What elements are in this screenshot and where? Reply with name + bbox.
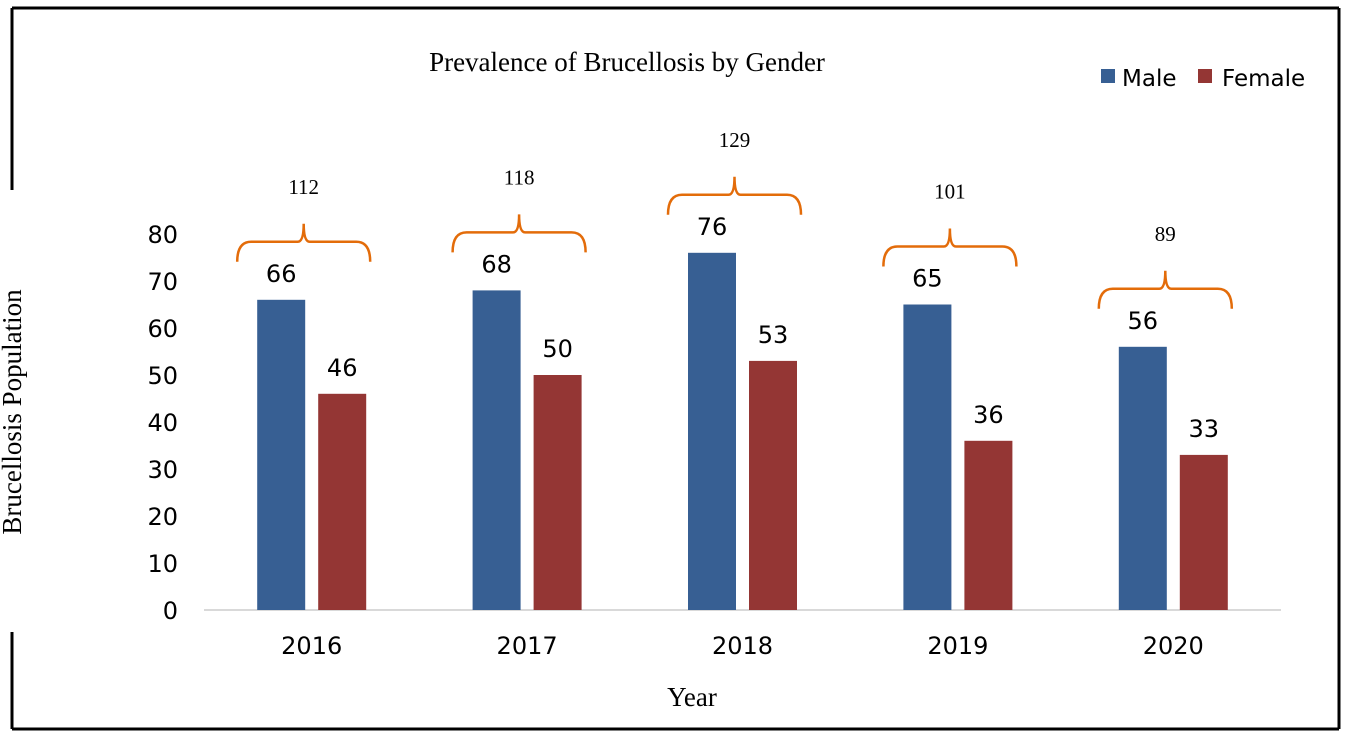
x-tick-label: 2019 (927, 632, 988, 660)
y-tick-label: 80 (147, 221, 178, 249)
chart-title: Prevalence of Brucellosis by Gender (429, 47, 825, 77)
x-axis-label: Year (667, 682, 717, 712)
data-label-female: 46 (327, 354, 358, 382)
legend-swatch-female (1198, 69, 1212, 83)
total-label: 112 (288, 175, 319, 199)
legend: Male Female (1101, 66, 1305, 92)
total-bracket (882, 228, 1018, 267)
bar-female (533, 375, 582, 610)
x-tick-label: 2017 (497, 632, 558, 660)
bar-female (318, 393, 367, 610)
y-tick-label: 20 (147, 503, 178, 531)
data-label-female: 36 (973, 401, 1004, 429)
total-label: 101 (934, 180, 966, 204)
legend-label-female: Female (1222, 66, 1305, 92)
bar-male (1118, 346, 1167, 610)
x-tick-label: 2016 (281, 632, 342, 660)
y-tick-label: 60 (147, 315, 178, 343)
legend-label-male: Male (1122, 66, 1176, 92)
y-tick-label: 70 (147, 268, 178, 296)
y-tick-label: 0 (163, 597, 178, 625)
data-label-female: 33 (1189, 415, 1220, 443)
total-bracket (1097, 270, 1234, 309)
total-label: 118 (504, 165, 535, 189)
data-label-male: 66 (266, 260, 297, 288)
bar-female (1179, 454, 1228, 610)
data-label-male: 76 (697, 213, 728, 241)
x-tick-label: 2018 (712, 632, 773, 660)
data-label-male: 68 (481, 250, 512, 278)
x-axis-ticks: 2016 2017 2018 2019 2020 (281, 632, 1204, 660)
y-axis-label: Brucellosis Population (0, 289, 27, 535)
y-axis-ticks: 0 10 20 30 40 50 60 70 80 (147, 221, 178, 625)
total-bracket (235, 223, 372, 262)
legend-swatch-male (1101, 69, 1115, 83)
total-brackets: 112 118 129 101 89 (235, 128, 1234, 309)
bar-female (964, 440, 1013, 610)
bar-male (257, 299, 306, 610)
data-label-female: 53 (758, 321, 789, 349)
data-labels: 66 46 68 50 76 53 65 36 56 33 (266, 213, 1219, 443)
bar-female (749, 360, 797, 610)
x-tick-label: 2020 (1143, 632, 1204, 660)
total-label: 89 (1155, 222, 1176, 246)
total-bracket (666, 176, 803, 215)
total-bracket (451, 214, 587, 253)
y-tick-label: 40 (147, 409, 178, 437)
bars (257, 252, 1228, 611)
chart-frame (10, 6, 1341, 731)
data-label-male: 65 (912, 265, 943, 293)
bar-male (688, 252, 736, 611)
data-label-female: 50 (542, 335, 573, 363)
data-label-male: 56 (1128, 307, 1159, 335)
bar-male (472, 290, 521, 610)
y-tick-label: 10 (147, 550, 178, 578)
y-tick-label: 50 (147, 362, 178, 390)
bar-male (903, 304, 952, 610)
total-label: 129 (719, 128, 751, 152)
y-tick-label: 30 (147, 456, 178, 484)
